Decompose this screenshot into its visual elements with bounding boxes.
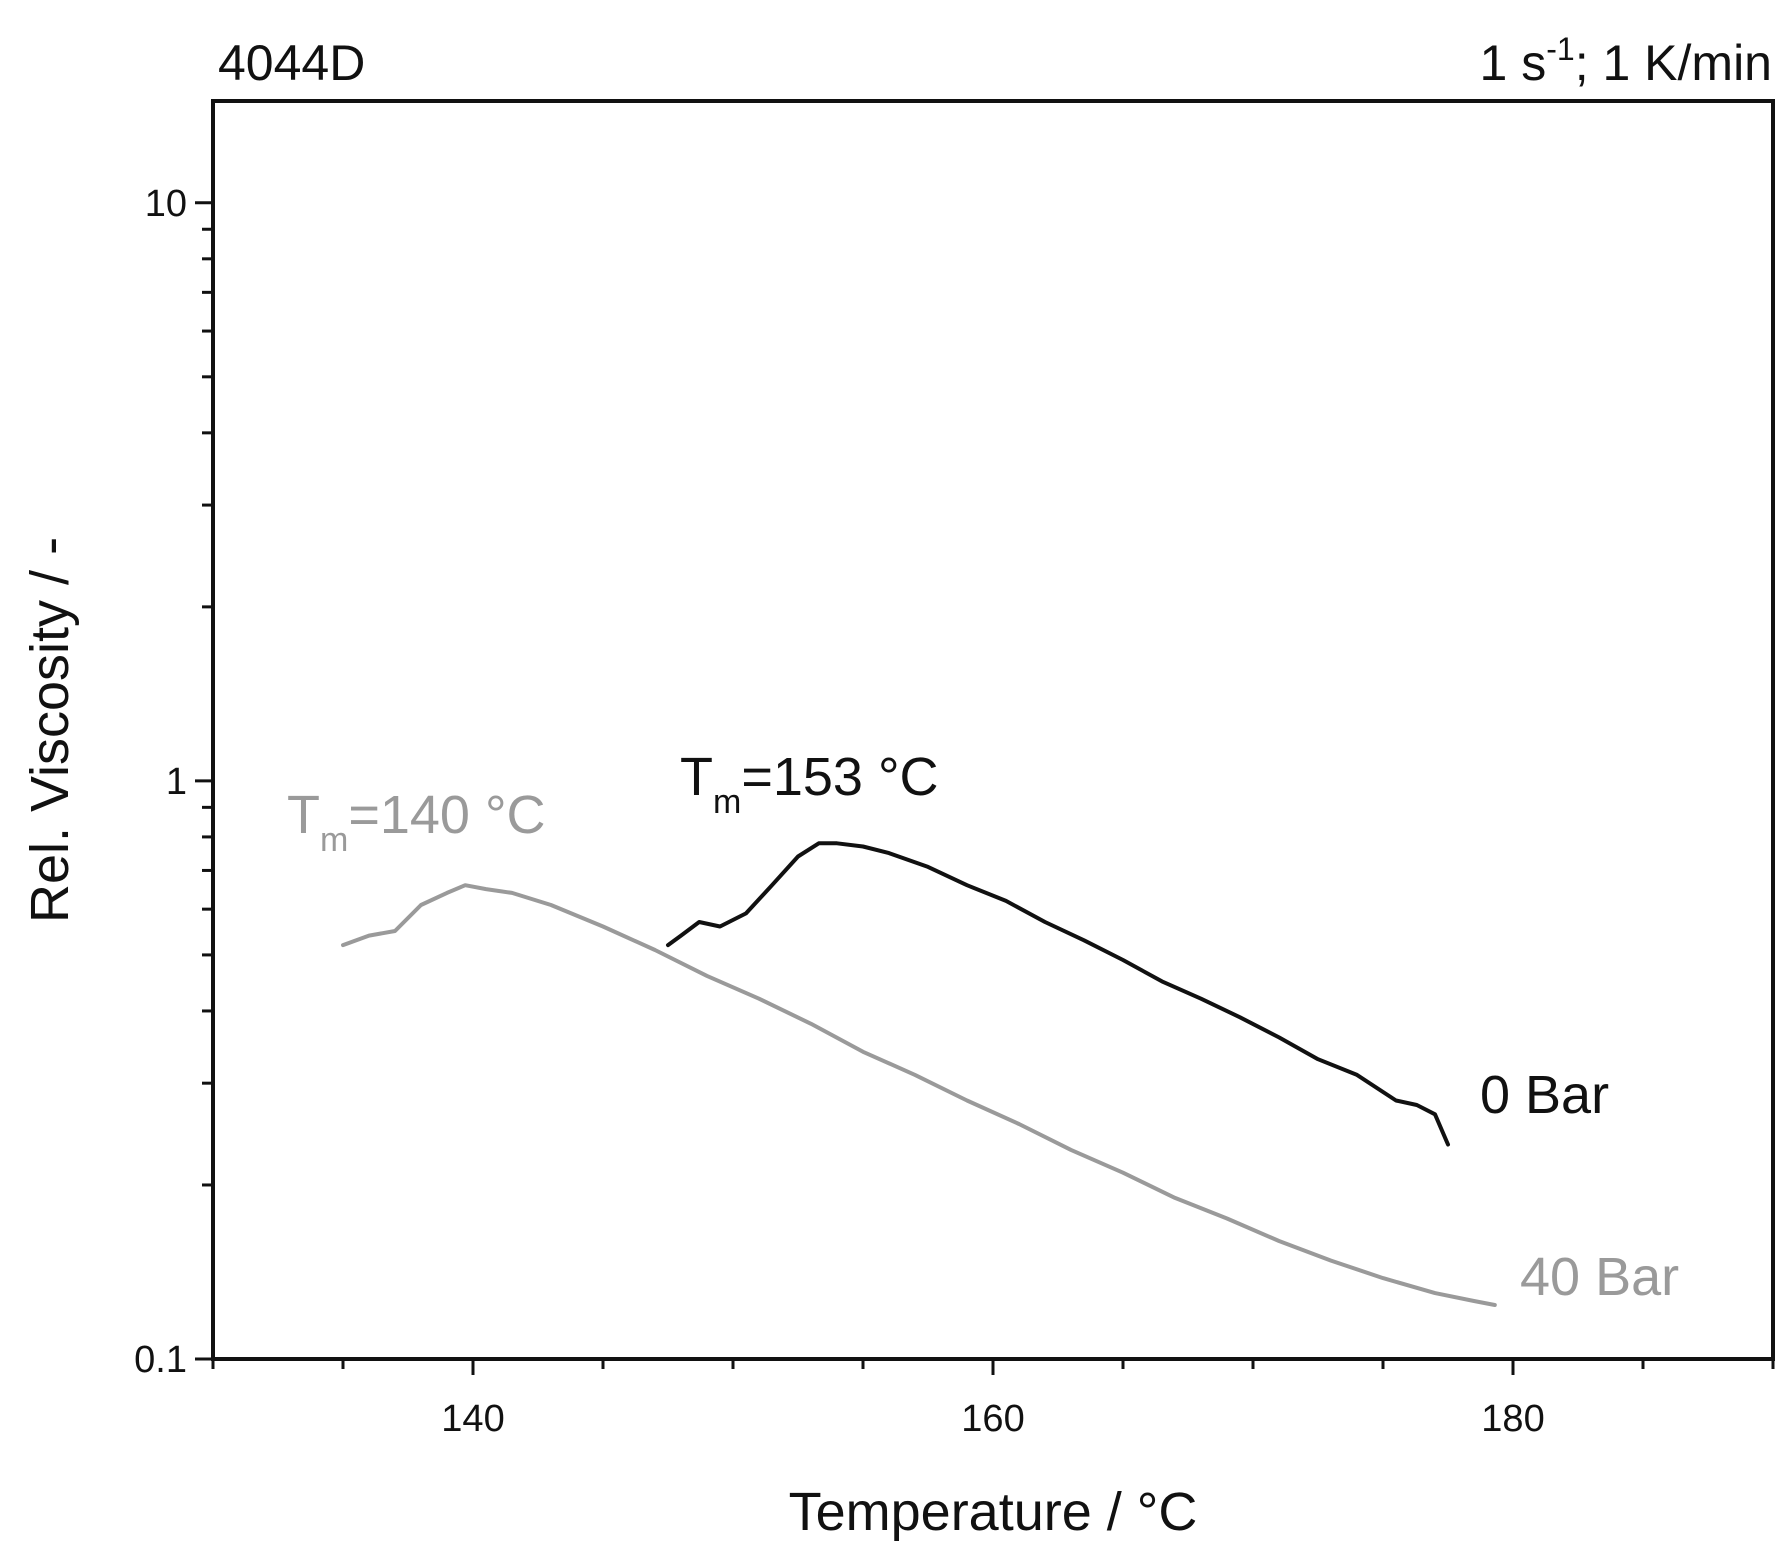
annot-0bar-rest: =153 °C [741,747,938,807]
axes: 140 160 180 0.1 1 10 [134,183,1775,1440]
x-axis-title: Temperature / °C [789,1482,1198,1542]
series-label-40-bar: 40 Bar [1520,1247,1679,1307]
chart-title-right: 1 s-1; 1 K/min [1480,31,1772,91]
annot-40bar-main: T [287,785,320,845]
y-axis-title: Rel. Viscosity / - [20,537,80,923]
y-tick-label: 0.1 [134,1339,187,1381]
plot-frame [211,99,1775,1361]
annot-40bar-sub: m [320,821,348,859]
series-line-40-bar [341,883,1497,1307]
x-tick-label: 140 [441,1398,504,1440]
chart-title-left: 4044D [218,35,365,91]
tm-annotation-40-bar: Tm=140 °C [287,785,546,859]
annot-0bar-main: T [680,747,713,807]
series-lines [341,841,1497,1307]
y-tick-label: 1 [166,761,187,803]
annot-0bar-sub: m [713,783,741,821]
series-label-0-bar: 0 Bar [1480,1065,1609,1125]
annot-40bar-rest: =140 °C [348,785,545,845]
x-tick-label: 180 [1481,1398,1544,1440]
title-right-sup: -1 [1546,31,1574,67]
tm-annotation-0-bar: Tm=153 °C [680,747,939,821]
title-right-main: 1 s [1480,35,1547,91]
y-tick-label: 10 [145,183,187,225]
x-tick-label: 160 [961,1398,1024,1440]
title-right-rest: ; 1 K/min [1575,35,1772,91]
series-line-0-bar [666,841,1450,1147]
